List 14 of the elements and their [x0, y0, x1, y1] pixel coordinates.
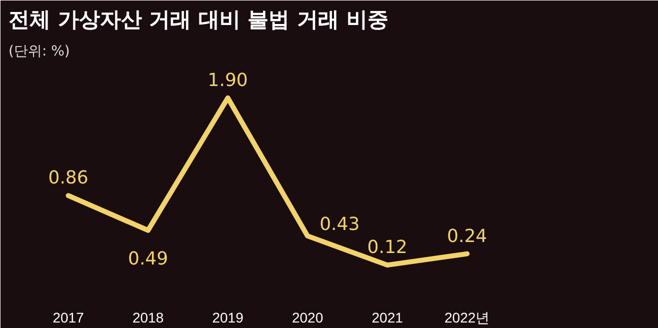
x-tick-label: 2018	[132, 310, 164, 326]
chart-title: 전체 가상자산 거래 대비 불법 거래 비중	[8, 8, 388, 32]
chart-subtitle: (단위: %)	[8, 44, 70, 60]
data-label: 1.90	[208, 70, 248, 91]
data-label: 0.43	[320, 214, 360, 235]
data-label: 0.24	[447, 226, 488, 247]
x-tick-label: 2021	[372, 310, 404, 326]
x-tick-label: 2020	[292, 310, 324, 326]
data-label: 0.86	[48, 168, 88, 189]
data-label: 0.12	[367, 237, 408, 258]
x-tick-label: 2017	[52, 310, 84, 326]
x-tick-label: 2019	[212, 310, 244, 326]
x-tick-label: 2022년	[444, 310, 490, 326]
data-label: 0.49	[128, 248, 168, 270]
